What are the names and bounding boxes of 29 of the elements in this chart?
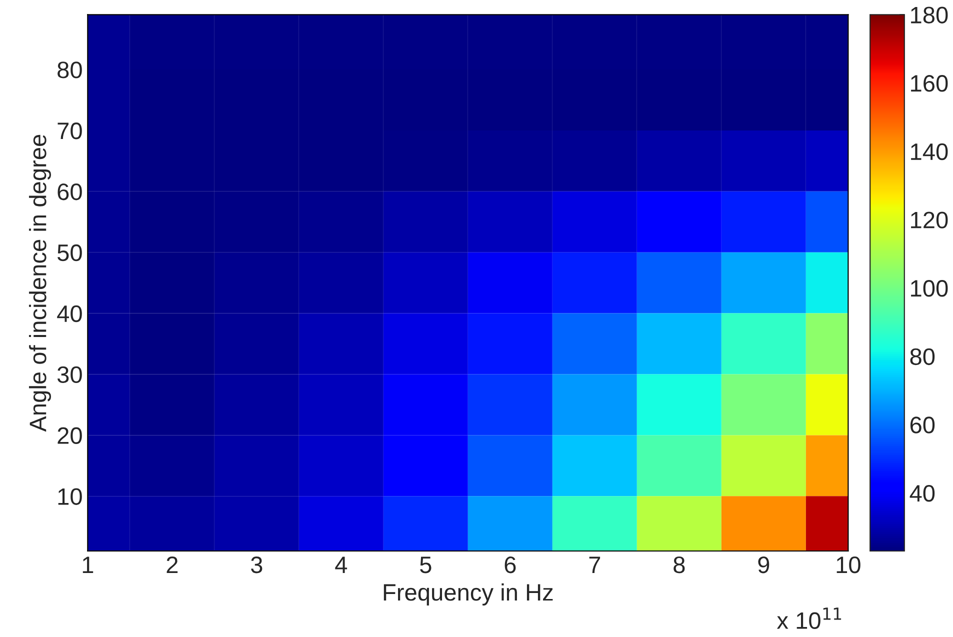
color-bar-label: 100 bbox=[911, 280, 948, 297]
x-tick-label: 2 bbox=[166, 556, 178, 573]
x-tick-label: 10 bbox=[836, 556, 860, 574]
y-tick-label: 30 bbox=[57, 366, 82, 384]
color-bar-label: 120 bbox=[911, 212, 948, 228]
color-bar-label: 180 bbox=[911, 6, 948, 24]
x-tick-label: 6 bbox=[504, 556, 516, 574]
color-bar-label: 80 bbox=[910, 348, 935, 366]
text: x 10$^{11}$ bbox=[776, 608, 842, 629]
x-tick-label: 7 bbox=[589, 556, 600, 573]
x-tick-label: 5 bbox=[420, 556, 432, 574]
y-tick-label: 20 bbox=[58, 427, 82, 444]
y-tick-label: 80 bbox=[58, 62, 82, 78]
color-bar-label: 60 bbox=[910, 416, 935, 434]
y-tick-label: 50 bbox=[58, 244, 82, 262]
x-tick-label: 3 bbox=[251, 556, 262, 574]
color-bar-label: 160 bbox=[911, 75, 948, 92]
y-tick-label: 10 bbox=[58, 488, 82, 505]
x-tick-label: 8 bbox=[674, 556, 685, 574]
y-tick-label: 70 bbox=[58, 122, 82, 140]
y-axis-title: Angle of incidence in degree bbox=[28, 134, 51, 432]
x-tick-label: 9 bbox=[758, 556, 770, 574]
color-bar-label: 140 bbox=[911, 143, 948, 160]
y-tick-label: 40 bbox=[57, 305, 82, 322]
y-tick-label: 60 bbox=[58, 183, 82, 200]
x-axis-title: Frequency in Hz bbox=[384, 583, 553, 606]
x-tick-label: 4 bbox=[335, 556, 348, 573]
color-bar-label: 40 bbox=[910, 484, 935, 502]
x-tick-label: 1 bbox=[82, 556, 94, 573]
